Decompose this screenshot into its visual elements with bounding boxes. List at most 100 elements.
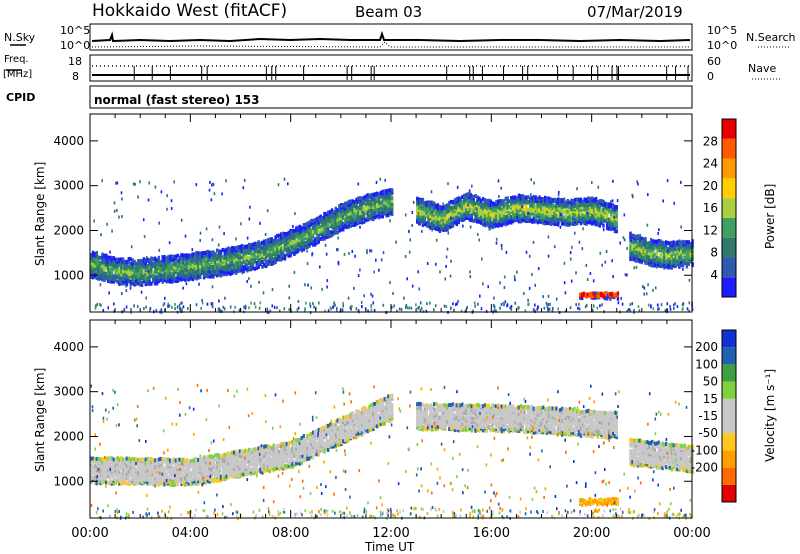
echo-cell xyxy=(338,216,341,221)
echo-cell xyxy=(493,214,496,219)
echo-cell xyxy=(127,264,130,269)
echo-cell xyxy=(455,199,458,204)
echo-cell xyxy=(185,472,189,477)
echo-cell xyxy=(542,215,545,220)
echo-cell xyxy=(251,252,255,257)
noise-cell xyxy=(467,203,469,207)
echo-cell xyxy=(549,217,553,222)
noise-cell xyxy=(361,211,364,215)
echo-cell xyxy=(321,234,324,239)
noise-cell xyxy=(354,254,356,258)
echo-cell xyxy=(135,274,138,279)
echo-cell xyxy=(246,268,249,273)
echo-cell xyxy=(172,460,176,465)
echo-cell xyxy=(191,270,194,275)
echo-cell xyxy=(116,259,119,264)
echo-cell xyxy=(440,209,443,213)
echo-cell xyxy=(187,464,191,469)
ground-cell xyxy=(433,308,435,312)
noise-cell xyxy=(570,279,573,283)
echo-cell xyxy=(163,274,166,278)
echo-cell xyxy=(418,204,421,208)
echo-cell xyxy=(634,253,638,257)
echo-cell xyxy=(255,249,258,253)
echo-cell xyxy=(219,273,223,278)
noise-cell xyxy=(476,207,478,211)
echo-cell xyxy=(592,205,596,209)
echo-cell xyxy=(650,254,653,259)
echo-cell xyxy=(133,259,136,264)
echo-cell xyxy=(187,471,191,476)
echo-cell xyxy=(651,241,655,246)
echo-cell xyxy=(197,481,200,486)
echo-cell xyxy=(146,264,149,268)
echo-cell xyxy=(585,197,588,202)
echo-cell xyxy=(551,219,554,224)
echo-cell xyxy=(106,278,110,283)
echo-cell xyxy=(155,462,159,467)
echo-cell xyxy=(651,257,655,262)
echo-cell xyxy=(340,207,343,212)
echo-cell xyxy=(225,251,228,256)
echo-cell xyxy=(455,216,458,220)
noise-cell xyxy=(348,252,350,255)
noise-cell xyxy=(599,251,602,255)
echo-cell xyxy=(372,192,375,197)
echo-cell xyxy=(427,221,430,226)
noise-cell xyxy=(248,277,250,281)
echo-cell xyxy=(381,207,384,212)
echo-cell xyxy=(144,477,147,482)
noise-cell xyxy=(201,298,203,302)
echo-cell xyxy=(608,208,611,213)
echo-cell xyxy=(453,209,457,214)
noise-cell xyxy=(666,179,669,183)
echo-cell xyxy=(374,201,377,205)
echo-cell xyxy=(438,228,442,233)
echo-cell xyxy=(169,254,172,259)
echo-cell xyxy=(530,211,534,216)
echo-cell xyxy=(674,255,677,260)
echo-cell xyxy=(596,212,600,217)
echo-cell xyxy=(512,203,515,208)
echo-cell xyxy=(287,250,290,255)
echo-cell xyxy=(534,203,537,208)
echo-cell xyxy=(103,478,106,483)
echo-cell xyxy=(476,215,479,219)
echo-cell xyxy=(323,223,326,228)
echo-cell xyxy=(579,218,583,222)
noise-cell xyxy=(111,229,113,233)
echo-cell xyxy=(281,245,285,250)
echo-cell xyxy=(140,457,144,462)
echo-cell xyxy=(448,225,451,230)
echo-cell xyxy=(123,469,127,474)
echo-cell xyxy=(125,463,129,468)
echo-cell xyxy=(600,201,603,206)
noise-cell xyxy=(620,297,622,300)
echo-cell xyxy=(323,219,326,224)
ground-cell xyxy=(551,309,554,313)
echo-cell xyxy=(154,480,157,485)
echo-cell xyxy=(581,199,584,204)
echo-cell xyxy=(280,247,283,252)
noise-cell xyxy=(469,275,472,279)
echo-cell xyxy=(129,265,132,270)
echo-cell xyxy=(191,477,194,482)
echo-cell xyxy=(650,259,653,264)
echo-cell xyxy=(613,207,616,212)
echo-cell xyxy=(135,268,138,273)
echo-cell xyxy=(199,459,202,464)
noise-cell xyxy=(357,182,360,186)
noise-cell xyxy=(445,255,448,259)
echo-cell xyxy=(317,236,320,241)
noise-cell xyxy=(406,277,408,281)
echo-cell xyxy=(125,270,129,275)
noise-cell xyxy=(125,289,128,293)
echo-cell xyxy=(375,214,379,219)
echo-cell xyxy=(146,468,149,473)
echo-cell xyxy=(640,249,643,254)
echo-cell xyxy=(332,227,336,232)
echo-cell xyxy=(470,213,473,218)
noise-cell xyxy=(119,280,121,284)
echo-cell xyxy=(193,274,196,279)
echo-cell xyxy=(129,466,132,470)
